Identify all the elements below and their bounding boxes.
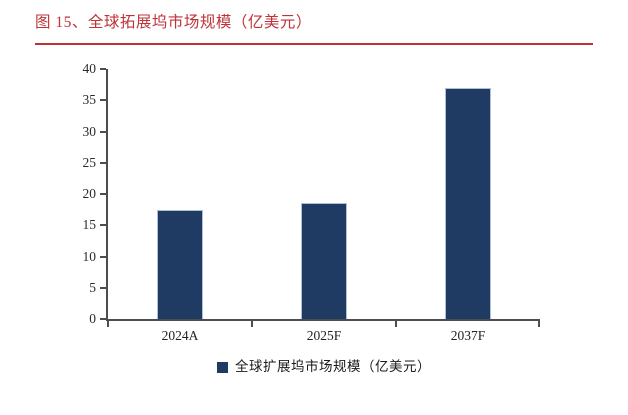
y-axis-tick xyxy=(100,193,106,195)
chart-legend: 全球扩展坞市场规模（亿美元） xyxy=(108,359,540,375)
y-axis-tick xyxy=(100,130,106,133)
x-axis-category-label: 2024A xyxy=(161,328,199,343)
x-axis-category-label: 2037F xyxy=(450,328,486,343)
title-underline xyxy=(35,43,593,45)
x-axis-tick xyxy=(538,321,540,327)
figure-title: 图 15、全球拓展坞市场规模（亿美元） xyxy=(35,14,312,31)
legend-swatch xyxy=(217,361,228,373)
y-axis-tick-label: 0 xyxy=(89,311,96,326)
y-axis-tick xyxy=(100,255,106,258)
y-axis-tick xyxy=(100,286,106,289)
x-axis-line xyxy=(106,319,540,321)
bar xyxy=(301,202,347,319)
y-axis-tick xyxy=(100,68,106,70)
y-axis-tick-label: 5 xyxy=(89,279,96,295)
x-axis-tick xyxy=(251,321,253,327)
x-axis-tick xyxy=(107,321,109,327)
x-axis-category-label: 2025F xyxy=(306,328,342,343)
y-axis-tick xyxy=(100,318,106,320)
y-axis-tick-label: 40 xyxy=(82,61,97,76)
y-axis-tick-label: 25 xyxy=(82,154,97,170)
plot-area: 0 5 10 15 20 25 30 35 40 2024A 2025F 2037F xyxy=(83,61,540,343)
y-axis-tick xyxy=(100,161,106,164)
y-axis-tick-label: 15 xyxy=(82,217,97,233)
y-axis-line xyxy=(106,69,108,319)
y-axis-tick xyxy=(100,99,106,102)
bar xyxy=(445,87,491,319)
y-axis-tick-label: 10 xyxy=(82,248,97,264)
y-axis-tick xyxy=(100,224,106,227)
y-axis-tick-label: 35 xyxy=(82,92,97,108)
y-axis-tick-label: 20 xyxy=(82,186,97,201)
x-axis-tick xyxy=(395,321,397,327)
y-axis-tick-label: 30 xyxy=(82,123,97,139)
bar xyxy=(157,209,203,319)
legend-label: 全球扩展坞市场规模（亿美元） xyxy=(235,359,431,374)
